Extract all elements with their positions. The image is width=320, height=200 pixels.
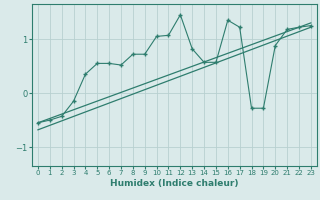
X-axis label: Humidex (Indice chaleur): Humidex (Indice chaleur): [110, 179, 239, 188]
